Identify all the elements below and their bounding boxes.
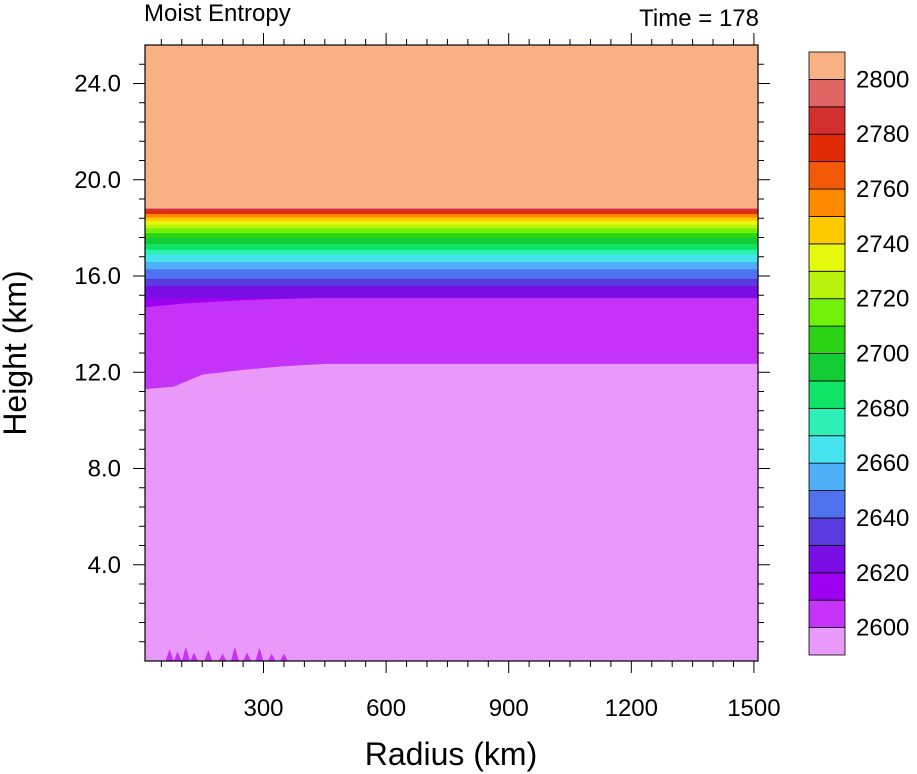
colorbar-label: 2740	[856, 231, 909, 258]
contour-band	[145, 268, 758, 279]
colorbar-label: 2800	[856, 66, 909, 93]
x-axis: 300 600 900 1200 1500	[160, 33, 781, 722]
surface-spike	[255, 647, 264, 661]
contour-band	[145, 254, 758, 263]
colorbar-swatch	[808, 462, 846, 491]
surface-spike	[279, 653, 288, 661]
colorbar-swatch	[808, 161, 846, 190]
colorbar-swatch	[808, 243, 846, 272]
colorbar-swatch	[808, 544, 846, 574]
surface-spike	[165, 648, 174, 661]
contour-band	[145, 220, 758, 225]
contour-band	[145, 261, 758, 270]
colorbar-swatch	[808, 51, 846, 80]
colorbar-swatch	[808, 216, 846, 245]
colorbar-swatch	[808, 572, 846, 601]
colorbar-swatch	[808, 627, 846, 656]
colorbar-swatch	[808, 380, 846, 409]
x-tick-label: 1200	[605, 695, 658, 722]
colorbar-label: 2760	[856, 176, 909, 203]
contour-band	[145, 217, 758, 222]
y-tick-label: 20.0	[74, 167, 121, 194]
colorbar-swatch	[808, 325, 846, 354]
x-tick-label: 300	[243, 695, 283, 722]
surface-spike	[181, 646, 190, 661]
y-axis-label: Height (km)	[0, 270, 33, 435]
colorbar: 2600 2620 2640 2660 2680 2700 2720 2740 2760 2780…	[808, 51, 909, 656]
colorbar-swatch	[808, 353, 846, 382]
colorbar-swatch	[808, 298, 846, 327]
y-tick-label: 12.0	[74, 359, 121, 386]
colorbar-label: 2620	[856, 560, 909, 587]
colorbar-swatch	[808, 188, 846, 217]
colorbar-swatch	[808, 270, 846, 300]
contour-band	[145, 224, 758, 229]
surface-spike	[190, 652, 199, 661]
x-axis-label: Radius (km)	[365, 736, 537, 772]
field-top	[145, 45, 758, 209]
colorbar-label: 2780	[856, 121, 909, 148]
chart-title-left: Moist Entropy	[144, 0, 291, 27]
colorbar-label: 2700	[856, 341, 909, 368]
contour-band	[145, 285, 758, 299]
contour-band	[145, 243, 758, 251]
colorbar-label: 2640	[856, 505, 909, 532]
colorbar-swatch	[808, 517, 846, 546]
surface-spike	[204, 650, 213, 661]
surface-spike	[267, 653, 276, 661]
x-tick-label: 900	[489, 695, 529, 722]
contour-band	[145, 227, 758, 234]
colorbar-swatch	[808, 79, 846, 108]
contour-fill	[145, 45, 758, 661]
colorbar-swatch	[808, 435, 846, 464]
surface-spike	[173, 651, 182, 661]
y-tick-label: 16.0	[74, 263, 121, 290]
chart-title-right: Time = 178	[639, 5, 759, 32]
colorbar-swatch	[808, 490, 846, 519]
y-tick-label: 24.0	[74, 71, 121, 98]
contour-band	[145, 232, 758, 238]
colorbar-swatch	[808, 106, 846, 135]
contour-band	[145, 211, 758, 214]
colorbar-label: 2600	[856, 615, 909, 642]
colorbar-swatch	[808, 407, 846, 437]
surface-spike	[243, 652, 252, 661]
y-axis: 4.0 8.0 12.0 16.0 20.0 24.0	[74, 63, 770, 643]
contour-band	[145, 208, 758, 212]
x-tick-label: 600	[366, 695, 406, 722]
colorbar-label: 2680	[856, 395, 909, 422]
surface-spike	[230, 646, 239, 661]
contour-band	[145, 213, 758, 218]
colorbar-swatch	[808, 133, 846, 163]
colorbar-swatch	[808, 599, 846, 628]
contour-band	[145, 237, 758, 245]
y-tick-label: 4.0	[88, 552, 121, 579]
contour-band	[145, 278, 758, 287]
colorbar-label: 2720	[856, 286, 909, 313]
x-tick-label: 1500	[727, 695, 780, 722]
contour-band	[145, 249, 758, 255]
surface-spike	[218, 653, 227, 661]
y-tick-label: 8.0	[88, 456, 121, 483]
colorbar-label: 2660	[856, 450, 909, 477]
